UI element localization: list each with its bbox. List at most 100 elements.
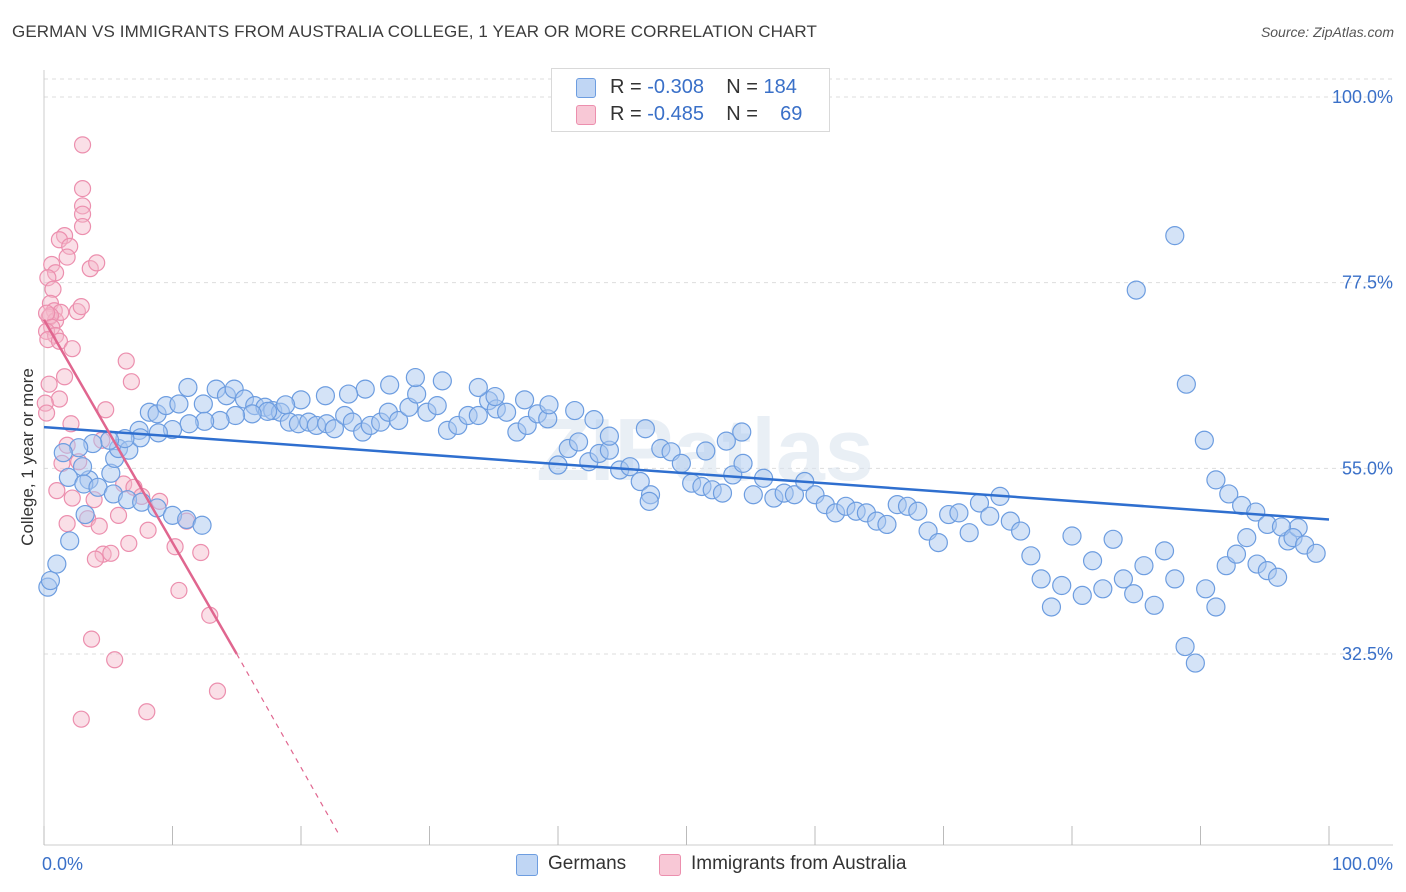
data-point-germans — [959, 523, 979, 543]
legend-r-value: -0.485 — [647, 103, 704, 125]
legend-n-value: 69 — [780, 103, 803, 125]
data-point-immigrants — [88, 254, 106, 272]
data-point-germans — [407, 384, 427, 404]
data-point-immigrants — [58, 248, 76, 266]
trendlines — [42, 319, 1330, 836]
data-point-germans — [639, 491, 659, 511]
y-tick-label: 32.5% — [1342, 644, 1393, 664]
data-point-germans — [1306, 543, 1326, 563]
y-tick-label: 77.5% — [1342, 273, 1393, 293]
data-point-immigrants — [86, 550, 105, 568]
data-point-germans — [148, 423, 168, 443]
trendline-immigrants-extension — [236, 653, 341, 836]
x-tick-label-min: 0.0% — [42, 854, 83, 874]
data-point-immigrants — [90, 517, 108, 535]
data-point-immigrants — [122, 373, 140, 391]
data-point-germans — [784, 485, 805, 505]
gridlines — [44, 78, 1393, 655]
data-point-germans — [1041, 597, 1062, 617]
data-point-germans — [1206, 597, 1226, 617]
data-point-germans — [568, 432, 589, 452]
data-point-immigrants — [97, 401, 115, 419]
data-point-germans — [877, 514, 897, 535]
correlation-legend: R = -0.308 N = 184 R = -0.485 N = 69 — [551, 68, 830, 132]
data-point-germans — [743, 485, 763, 505]
legend-swatch-pink — [576, 105, 596, 125]
legend-r-value: -0.308 — [647, 76, 704, 98]
data-point-immigrants — [82, 630, 101, 648]
data-point-immigrants — [61, 237, 79, 255]
legend-label-immigrants: Immigrants from Australia — [691, 853, 907, 874]
data-point-immigrants — [40, 375, 58, 393]
data-point-germans — [380, 375, 400, 395]
legend-n-value: 184 — [763, 76, 797, 98]
data-point-germans — [497, 402, 517, 422]
data-point-germans — [178, 377, 198, 398]
data-point-germans — [1082, 551, 1103, 571]
data-point-immigrants — [73, 136, 92, 154]
data-point-germans — [1219, 484, 1239, 504]
data-point-immigrants — [72, 297, 90, 316]
data-point-germans — [732, 422, 752, 442]
data-point-germans — [599, 426, 620, 446]
trendline-immigrants — [42, 319, 238, 655]
data-point-immigrants — [63, 340, 81, 358]
data-point-germans — [949, 503, 969, 523]
data-point-germans — [1226, 544, 1247, 564]
data-point-germans — [193, 394, 213, 414]
data-point-germans — [389, 410, 409, 431]
y-tick-label: 100.0% — [1332, 87, 1393, 107]
data-point-immigrants — [109, 506, 128, 524]
data-point-germans — [1185, 653, 1205, 673]
data-point-immigrants — [73, 205, 92, 223]
y-tick-label: 55.0% — [1342, 458, 1393, 478]
legend-n-label: N = — [726, 76, 764, 98]
legend-swatch-blue — [576, 78, 596, 98]
data-point-germans — [1196, 579, 1216, 599]
data-point-germans — [1052, 575, 1072, 596]
data-point-immigrants — [117, 352, 135, 370]
data-point-germans — [584, 410, 604, 430]
data-point-germans — [539, 395, 559, 415]
data-point-immigrants — [50, 231, 69, 249]
data-point-immigrants — [72, 710, 90, 728]
data-point-germans — [242, 404, 262, 424]
data-point-immigrants — [44, 280, 62, 298]
data-point-immigrants — [81, 260, 99, 278]
data-point-germans — [468, 377, 488, 398]
trendline-germans — [43, 425, 1330, 521]
data-point-immigrants — [55, 368, 74, 386]
data-point-germans — [696, 441, 716, 461]
y-tick-labels: 32.5% 55.0% 77.5% 100.0% — [1332, 87, 1393, 664]
data-point-germans — [1175, 636, 1195, 657]
data-point-germans — [40, 570, 61, 591]
legend-swatch-pink — [659, 854, 681, 876]
data-point-germans — [355, 379, 375, 399]
data-point-germans — [671, 453, 691, 473]
y-axis-label: College, 1 year or more — [18, 368, 37, 546]
legend-swatch-blue — [516, 854, 538, 876]
series-germans — [38, 226, 1326, 673]
data-point-germans — [1103, 529, 1123, 549]
x-ticks — [43, 826, 1330, 845]
data-point-germans — [1154, 541, 1175, 561]
data-point-immigrants — [73, 179, 92, 198]
data-point-immigrants — [208, 682, 227, 700]
data-point-immigrants — [50, 390, 69, 408]
data-point-germans — [338, 384, 359, 404]
data-point-immigrants — [52, 303, 70, 321]
data-point-germans — [980, 506, 1000, 526]
data-point-germans — [53, 443, 73, 463]
data-point-germans — [1010, 521, 1031, 541]
data-point-germans — [620, 457, 640, 477]
data-point-immigrants — [192, 543, 210, 562]
data-point-immigrants — [106, 651, 124, 669]
data-point-germans — [169, 394, 189, 414]
data-point-germans — [1124, 584, 1144, 604]
x-tick-label-max: 100.0% — [1332, 854, 1393, 874]
data-point-immigrants — [63, 489, 81, 507]
data-point-immigrants — [120, 534, 138, 553]
data-point-germans — [1165, 569, 1185, 589]
data-point-germans — [565, 400, 585, 421]
